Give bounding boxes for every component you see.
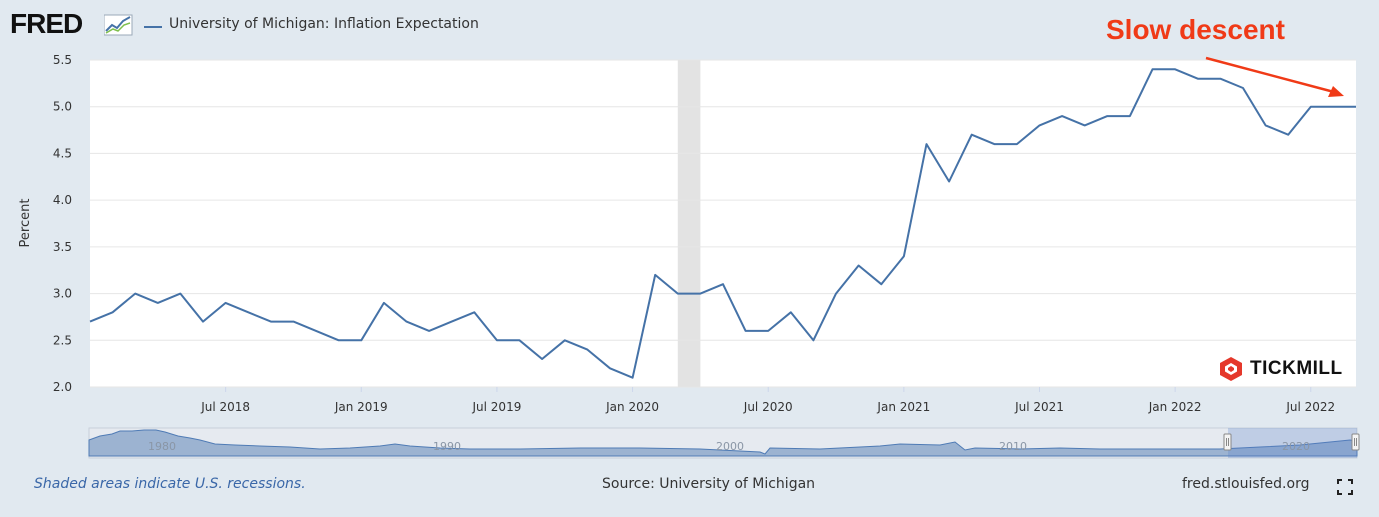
navigator-selection[interactable] <box>1228 428 1357 458</box>
navigator-handle-right[interactable] <box>1351 433 1360 451</box>
navigator-handle-left[interactable] <box>1223 433 1232 451</box>
navigator-label: 1980 <box>148 440 176 453</box>
x-tick-label: Jul 2018 <box>200 400 250 414</box>
y-tick-label: 4.0 <box>53 193 72 207</box>
y-tick-labels: 2.0 2.5 3.0 3.5 4.0 4.5 5.0 5.5 <box>53 53 72 394</box>
y-tick-label: 4.5 <box>53 146 72 160</box>
x-tick-labels: Jul 2018 Jan 2019 Jul 2019 Jan 2020 Jul 2020… <box>200 387 1335 414</box>
y-tick-label: 5.0 <box>53 100 72 114</box>
navigator-label: 2020 <box>1282 440 1310 453</box>
navigator-labels: 1980 1990 2000 2010 2020 <box>148 440 1310 453</box>
x-tick-label: Jul 2022 <box>1285 400 1335 414</box>
x-tick-label: Jul 2020 <box>743 400 793 414</box>
series-layer <box>89 68 1356 379</box>
y-axis-label: Percent <box>18 199 33 248</box>
legend-label: University of Michigan: Inflation Expect… <box>169 16 479 32</box>
recessions-note[interactable]: Shaded areas indicate U.S. recessions. <box>34 476 306 492</box>
x-tick-label: Jan 2020 <box>605 400 659 414</box>
fullscreen-icon[interactable] <box>1337 479 1353 495</box>
y-tick-label: 3.0 <box>53 287 72 301</box>
grid-lines <box>90 59 1356 388</box>
navigator-series <box>88 429 1358 457</box>
source-note: Source: University of Michigan <box>602 476 816 492</box>
chart-header: FRED University of Michigan: Inflation E… <box>0 0 1379 52</box>
series-line[interactable] <box>89 68 1356 379</box>
chart-canvas: 2.0 2.5 3.0 3.5 4.0 4.5 5.0 5.5 Jul 2018 Jan 201… <box>18 53 1360 459</box>
slow-descent-annotation: Slow descent <box>1106 14 1285 45</box>
recession-shading-layer <box>677 60 701 387</box>
x-tick-label: Jan 2021 <box>876 400 930 414</box>
navigator-label: 2010 <box>999 440 1027 453</box>
tickmill-label: TICKMILL <box>1250 358 1343 379</box>
navigator[interactable]: 1980 1990 2000 2010 2020 <box>88 427 1360 459</box>
x-tick-label: Jan 2022 <box>1148 400 1202 414</box>
site-link[interactable]: fred.stlouisfed.org <box>1182 476 1310 492</box>
tickmill-logo-icon <box>1220 357 1242 381</box>
y-tick-label: 5.5 <box>53 53 72 67</box>
fred-graph-icon <box>104 14 133 36</box>
y-tick-label: 2.5 <box>53 333 72 347</box>
navigator-label: 2000 <box>716 440 744 453</box>
y-tick-label: 2.0 <box>53 380 72 394</box>
legend-swatch <box>144 26 162 28</box>
annotation-arrow <box>1205 56 1344 97</box>
plot-background <box>90 60 1356 387</box>
x-tick-label: Jul 2021 <box>1014 400 1064 414</box>
navigator-label: 1990 <box>433 440 461 453</box>
y-tick-label: 3.5 <box>53 240 72 254</box>
recession-band <box>677 60 701 387</box>
x-tick-label: Jan 2019 <box>334 400 388 414</box>
fred-logo[interactable]: FRED <box>10 8 83 39</box>
x-tick-label: Jul 2019 <box>472 400 522 414</box>
